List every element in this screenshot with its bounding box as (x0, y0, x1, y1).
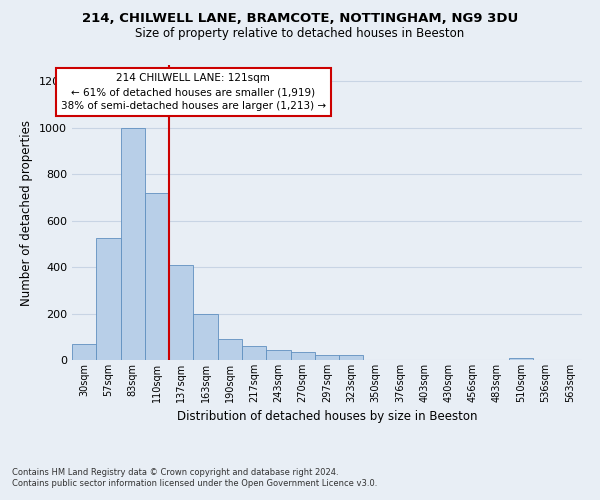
Bar (72, 344, 96, 360)
Bar (242, 346, 266, 360)
Bar (169, 265, 193, 360)
Bar (121, 128, 145, 360)
Bar (290, 352, 315, 360)
Bar (193, 314, 218, 360)
Text: 214 CHILWELL LANE: 121sqm
← 61% of detached houses are smaller (1,919)
38% of se: 214 CHILWELL LANE: 121sqm ← 61% of detac… (61, 73, 326, 111)
Text: Size of property relative to detached houses in Beeston: Size of property relative to detached ho… (136, 28, 464, 40)
Bar (218, 339, 242, 360)
Bar (339, 356, 364, 360)
Y-axis label: Number of detached properties: Number of detached properties (20, 120, 34, 306)
Text: 214, CHILWELL LANE, BRAMCOTE, NOTTINGHAM, NG9 3DU: 214, CHILWELL LANE, BRAMCOTE, NOTTINGHAM… (82, 12, 518, 26)
Bar (266, 350, 290, 360)
Bar (509, 358, 533, 360)
Bar (315, 356, 339, 360)
Text: Contains HM Land Registry data © Crown copyright and database right 2024.
Contai: Contains HM Land Registry data © Crown c… (12, 468, 377, 487)
X-axis label: Distribution of detached houses by size in Beeston: Distribution of detached houses by size … (177, 410, 477, 424)
Bar (96, 238, 121, 360)
Bar (145, 193, 169, 360)
